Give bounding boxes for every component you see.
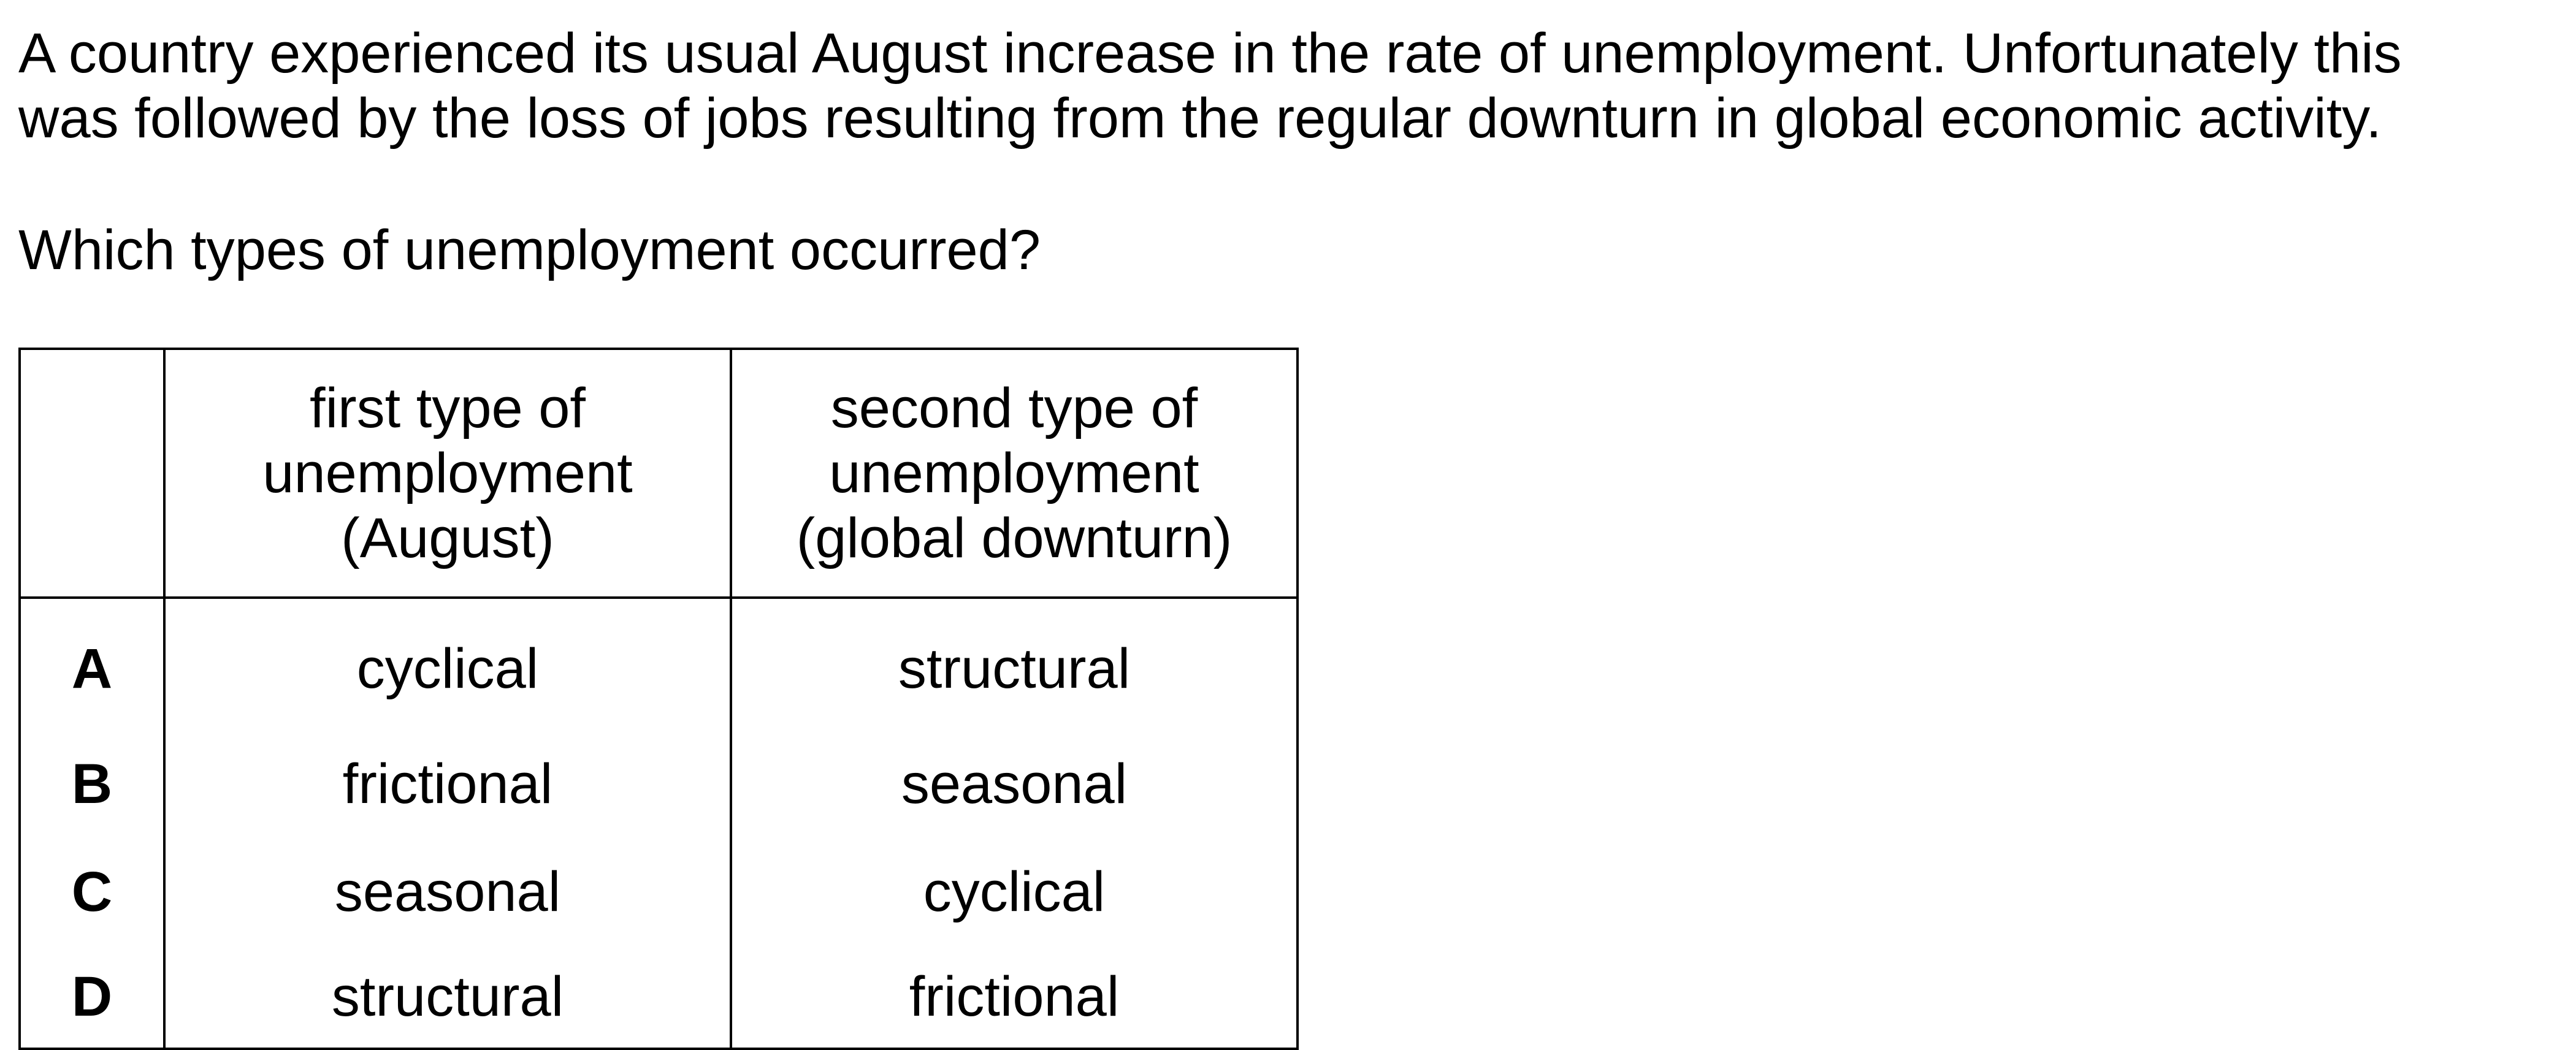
- header-second-line-3: (global downturn): [796, 507, 1233, 569]
- stem-line-1: A country experienced its usual August i…: [18, 22, 2402, 85]
- option-first-type: cyclical: [163, 598, 732, 730]
- option-key: B: [18, 730, 166, 838]
- option-row-d[interactable]: D structural frictional: [18, 946, 1299, 1050]
- answer-options-table: first type of unemployment (August) seco…: [18, 348, 1299, 1050]
- option-second-type: cyclical: [730, 838, 1299, 946]
- option-second-type: frictional: [730, 946, 1299, 1050]
- header-second-line-2: unemployment: [829, 442, 1199, 504]
- option-second-type: structural: [730, 598, 1299, 730]
- option-row-c[interactable]: C seasonal cyclical: [18, 838, 1299, 946]
- question-stem: A country experienced its usual August i…: [18, 21, 2532, 151]
- option-key: D: [18, 946, 166, 1050]
- header-second-type: second type of unemployment (global down…: [730, 348, 1299, 599]
- stem-line-2: was followed by the loss of jobs resulti…: [18, 87, 2382, 150]
- option-key: C: [18, 838, 166, 946]
- header-second-line-1: second type of: [830, 377, 1198, 439]
- option-first-type: structural: [163, 946, 732, 1050]
- option-second-type: seasonal: [730, 730, 1299, 838]
- header-first-line-3: (August): [341, 507, 554, 569]
- option-key: A: [18, 598, 166, 730]
- header-first-type: first type of unemployment (August): [163, 348, 732, 599]
- header-first-line-2: unemployment: [262, 442, 633, 504]
- table-header-row: first type of unemployment (August) seco…: [18, 348, 1299, 599]
- header-key-cell: [18, 348, 166, 599]
- option-first-type: seasonal: [163, 838, 732, 946]
- question-prompt: Which types of unemployment occurred?: [18, 219, 1041, 281]
- option-row-b[interactable]: B frictional seasonal: [18, 730, 1299, 838]
- header-first-line-1: first type of: [310, 377, 586, 439]
- option-row-a[interactable]: A cyclical structural: [18, 598, 1299, 730]
- option-first-type: frictional: [163, 730, 732, 838]
